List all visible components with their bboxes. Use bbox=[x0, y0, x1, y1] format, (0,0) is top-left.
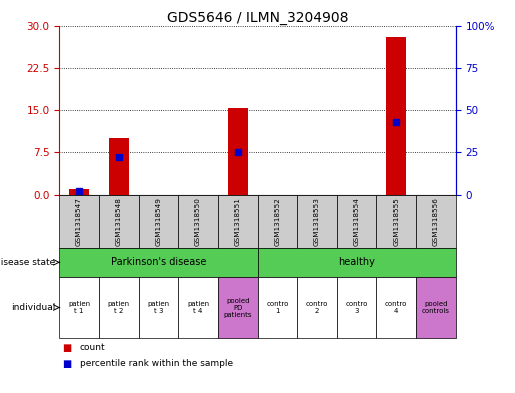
Bar bbox=[69, 189, 89, 195]
Text: contro
1: contro 1 bbox=[266, 301, 288, 314]
Text: ■: ■ bbox=[62, 358, 71, 369]
Text: GSM1318552: GSM1318552 bbox=[274, 196, 280, 246]
Bar bbox=[228, 108, 248, 195]
Text: GSM1318550: GSM1318550 bbox=[195, 196, 201, 246]
Bar bbox=[109, 138, 129, 195]
Text: percentile rank within the sample: percentile rank within the sample bbox=[80, 359, 233, 368]
Text: pooled
controls: pooled controls bbox=[422, 301, 450, 314]
Text: ■: ■ bbox=[62, 343, 71, 353]
Text: GSM1318554: GSM1318554 bbox=[354, 196, 359, 246]
Title: GDS5646 / ILMN_3204908: GDS5646 / ILMN_3204908 bbox=[167, 11, 348, 24]
Text: GSM1318556: GSM1318556 bbox=[433, 196, 439, 246]
Text: contro
4: contro 4 bbox=[385, 301, 407, 314]
Text: GSM1318549: GSM1318549 bbox=[156, 196, 161, 246]
Text: patien
t 1: patien t 1 bbox=[68, 301, 90, 314]
Text: patien
t 4: patien t 4 bbox=[187, 301, 209, 314]
Text: GSM1318555: GSM1318555 bbox=[393, 196, 399, 246]
Text: disease state: disease state bbox=[0, 258, 56, 267]
Text: GSM1318547: GSM1318547 bbox=[76, 196, 82, 246]
Bar bbox=[386, 37, 406, 195]
Text: patien
t 2: patien t 2 bbox=[108, 301, 130, 314]
Text: healthy: healthy bbox=[338, 257, 375, 267]
Text: GSM1318553: GSM1318553 bbox=[314, 196, 320, 246]
Text: GSM1318551: GSM1318551 bbox=[235, 196, 241, 246]
Text: count: count bbox=[80, 343, 106, 352]
Text: GSM1318548: GSM1318548 bbox=[116, 196, 122, 246]
Text: pooled
PD
patients: pooled PD patients bbox=[224, 298, 252, 318]
Text: Parkinson's disease: Parkinson's disease bbox=[111, 257, 206, 267]
Text: individual: individual bbox=[11, 303, 56, 312]
Text: patien
t 3: patien t 3 bbox=[147, 301, 169, 314]
Text: contro
3: contro 3 bbox=[346, 301, 368, 314]
Text: contro
2: contro 2 bbox=[306, 301, 328, 314]
